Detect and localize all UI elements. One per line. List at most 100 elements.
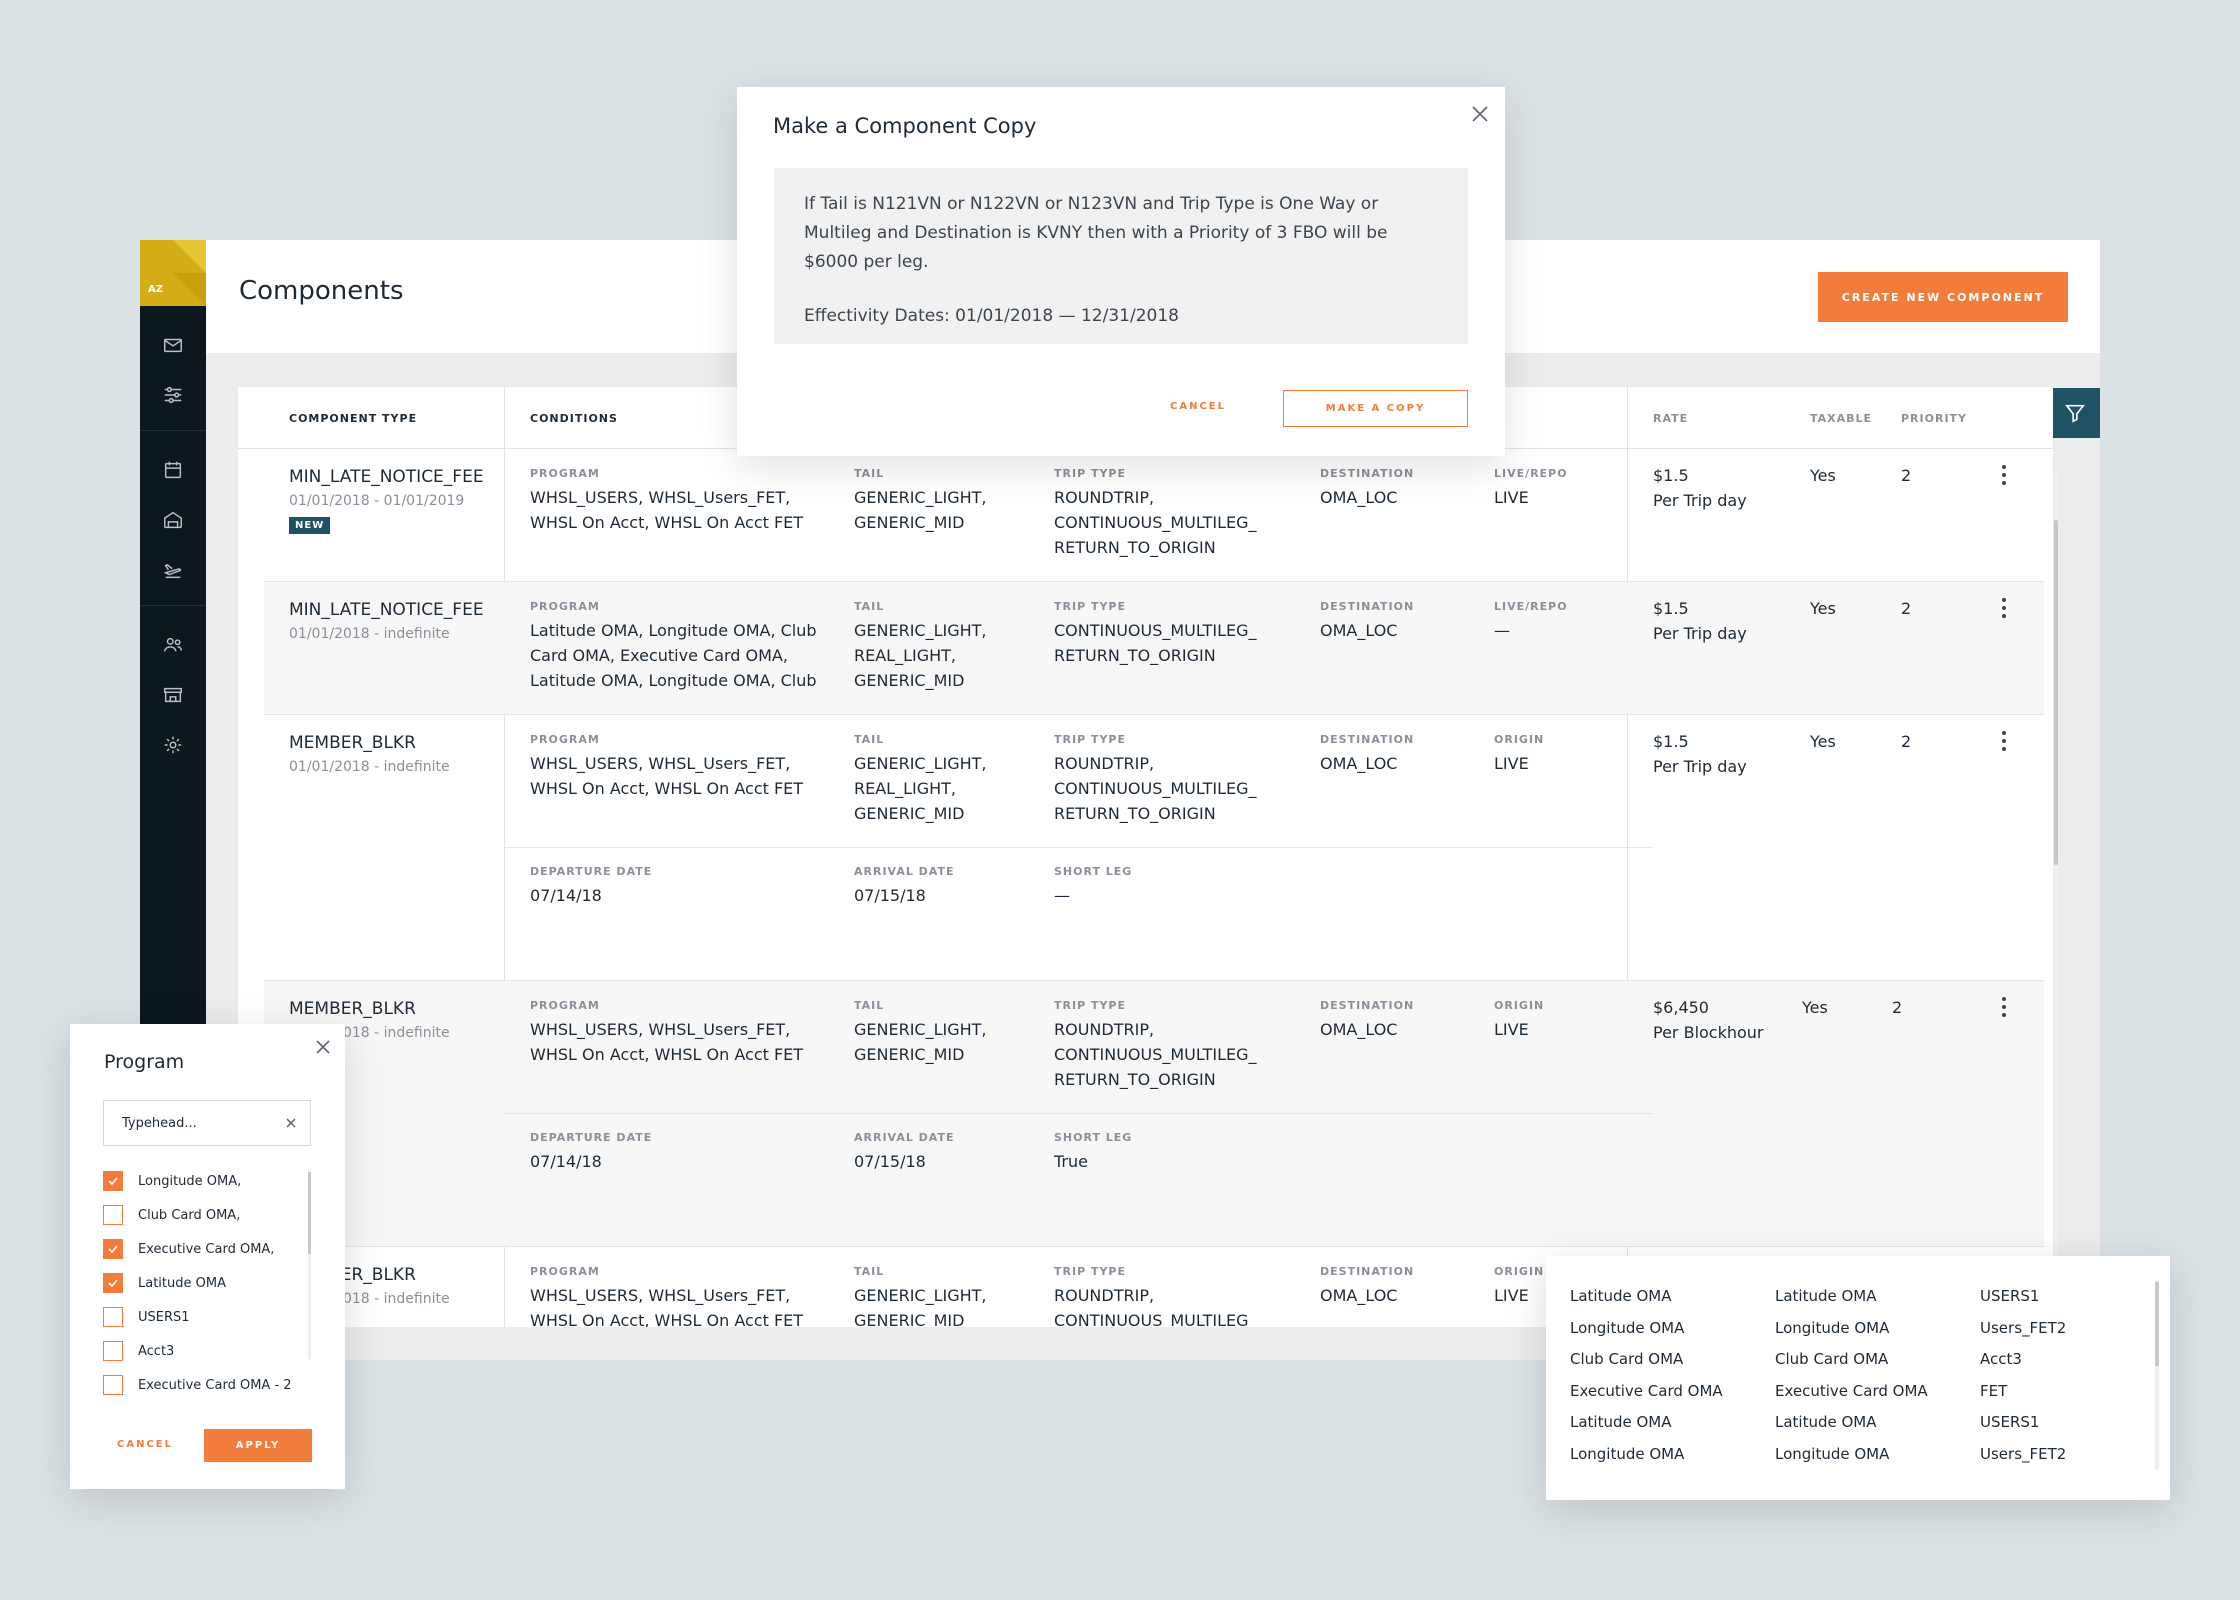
destination-value: OMA_LOC	[1320, 754, 1398, 773]
options-scrollbar-thumb[interactable]	[308, 1172, 311, 1254]
col-conditions[interactable]: CONDITIONS	[530, 411, 618, 425]
checkbox[interactable]	[103, 1307, 123, 1327]
short-leg-label: SHORT LEG	[1054, 1131, 1133, 1144]
clear-icon[interactable]	[282, 1114, 300, 1132]
program-list-column: Latitude OMA Longitude OMA Club Card OMA…	[1775, 1285, 1928, 1474]
logo[interactable]: AZ	[140, 240, 206, 306]
table-row[interactable]: MIN_LATE_NOTICE_FEE 01/01/2018 - 01/01/2…	[264, 449, 2044, 582]
checkbox-checked[interactable]	[103, 1273, 123, 1293]
origin-value: LIVE	[1494, 754, 1529, 773]
list-item: Longitude OMA	[1570, 1318, 1685, 1337]
option-label: Club Card OMA,	[138, 1207, 241, 1223]
destination-label: DESTINATION	[1320, 1265, 1415, 1278]
component-type: MIN_LATE_NOTICE_FEE	[289, 467, 484, 487]
option-label: Executive Card OMA,	[138, 1241, 275, 1257]
gear-icon[interactable]	[140, 720, 206, 770]
sidebar: AZ	[140, 240, 206, 1080]
program-option[interactable]: Latitude OMA	[103, 1266, 303, 1300]
checkbox-checked[interactable]	[103, 1171, 123, 1191]
origin-label: ORIGIN	[1494, 999, 1545, 1012]
live-repo-label: LIVE/REPO	[1494, 467, 1568, 480]
sliders-icon[interactable]	[140, 370, 206, 420]
filter-button[interactable]	[2050, 388, 2100, 438]
program-label: PROGRAM	[530, 733, 600, 746]
make-copy-button[interactable]: MAKE A COPY	[1283, 390, 1468, 427]
table-row[interactable]: MEMBER_BLKR 01/01/2018 - indefinite PROG…	[264, 981, 2044, 1247]
table-scrollbar-thumb[interactable]	[2054, 520, 2058, 865]
taxable-value: Yes	[1810, 732, 1836, 751]
departure-date-value: 07/14/18	[530, 886, 602, 905]
cancel-button[interactable]: CANCEL	[1153, 390, 1243, 422]
effectivity-dates: Effectivity Dates: 01/01/2018 — 12/31/20…	[804, 306, 1179, 326]
list-scrollbar-thumb[interactable]	[2155, 1282, 2159, 1366]
checkbox-checked[interactable]	[103, 1239, 123, 1259]
program-search-input[interactable]	[104, 1101, 274, 1145]
checkbox[interactable]	[103, 1375, 123, 1395]
trip-type-label: TRIP TYPE	[1054, 733, 1127, 746]
arrival-date-value: 07/15/18	[854, 886, 926, 905]
apply-button[interactable]: APPLY	[204, 1429, 312, 1462]
program-option[interactable]: Acct3	[103, 1334, 303, 1368]
more-options-icon[interactable]	[2002, 997, 2006, 1021]
more-options-icon[interactable]	[2002, 598, 2006, 622]
col-taxable[interactable]: TAXABLE	[1810, 411, 1873, 425]
calendar-icon[interactable]	[140, 445, 206, 495]
program-option[interactable]: USERS1	[103, 1300, 303, 1334]
component-type: MIN_LATE_NOTICE_FEE	[289, 600, 484, 620]
destination-label: DESTINATION	[1320, 733, 1415, 746]
list-item: FET	[1980, 1381, 2008, 1400]
rate-value: $1.5 Per Trip day	[1653, 599, 1747, 643]
component-type: MEMBER_BLKR	[289, 733, 416, 753]
table-row[interactable]: MEMBER_BLKR 01/01/2018 - indefinite PROG…	[264, 715, 2044, 981]
col-component-type[interactable]: COMPONENT TYPE	[289, 411, 418, 425]
more-options-icon[interactable]	[2002, 731, 2006, 755]
cancel-button[interactable]: CANCEL	[110, 1429, 180, 1459]
options-scrollbar[interactable]	[308, 1169, 311, 1359]
component-summary: If Tail is N121VN or N122VN or N123VN an…	[774, 168, 1468, 344]
list-item: Longitude OMA	[1775, 1318, 1890, 1337]
checkbox[interactable]	[103, 1341, 123, 1361]
table-row[interactable]: MIN_LATE_NOTICE_FEE 01/01/2018 - indefin…	[264, 582, 2044, 715]
create-new-component-button[interactable]: CREATE NEW COMPONENT	[1818, 272, 2068, 322]
plane-icon[interactable]	[140, 545, 206, 595]
sub-row-divider	[504, 847, 1653, 848]
program-option[interactable]: Executive Card OMA,	[103, 1232, 303, 1266]
users-icon[interactable]	[140, 620, 206, 670]
option-label: USERS1	[138, 1309, 190, 1325]
list-item: Latitude OMA	[1775, 1287, 1877, 1305]
program-label: PROGRAM	[530, 600, 600, 613]
col-rate[interactable]: RATE	[1653, 411, 1689, 425]
checkbox[interactable]	[103, 1205, 123, 1225]
program-value: WHSL_USERS, WHSL_Users_FET, WHSL On Acct…	[530, 1286, 804, 1327]
list-item: Latitude OMA	[1775, 1413, 1877, 1431]
tail-label: TAIL	[854, 467, 885, 480]
filter-title: Program	[104, 1051, 185, 1073]
list-item: Longitude OMA	[1775, 1444, 1890, 1463]
arrival-date-value: 07/15/18	[854, 1152, 926, 1171]
more-options-icon[interactable]	[2002, 465, 2006, 489]
mail-icon[interactable]	[140, 320, 206, 370]
close-icon[interactable]	[312, 1036, 334, 1058]
list-scrollbar[interactable]	[2155, 1280, 2159, 1470]
program-value: WHSL_USERS, WHSL_Users_FET, WHSL On Acct…	[530, 1020, 804, 1064]
table-scrollbar[interactable]	[2054, 473, 2058, 1293]
sub-row-divider	[504, 1113, 1653, 1114]
destination-value: OMA_LOC	[1320, 488, 1398, 507]
destination-label: DESTINATION	[1320, 467, 1415, 480]
store-icon[interactable]	[140, 670, 206, 720]
program-option[interactable]: Longitude OMA,	[103, 1164, 303, 1198]
program-option[interactable]: Club Card OMA,	[103, 1198, 303, 1232]
close-icon[interactable]	[1467, 101, 1493, 127]
program-list-popover: Latitude OMA Longitude OMA Club Card OMA…	[1546, 1256, 2170, 1500]
tail-value: GENERIC_LIGHT, GENERIC_MID	[854, 1286, 987, 1327]
hangar-icon[interactable]	[140, 495, 206, 545]
date-range: 01/01/2018 - indefinite	[289, 626, 450, 642]
destination-label: DESTINATION	[1320, 600, 1415, 613]
components-table: COMPONENT TYPE CONDITIONS RATE TAXABLE P…	[238, 387, 2053, 1327]
program-option[interactable]: Executive Card OMA - 2	[103, 1368, 303, 1402]
origin-value: LIVE	[1494, 1286, 1529, 1305]
col-priority[interactable]: PRIORITY	[1901, 411, 1968, 425]
list-item: Executive Card OMA	[1570, 1381, 1723, 1400]
program-label: PROGRAM	[530, 467, 600, 480]
destination-value: OMA_LOC	[1320, 1286, 1398, 1305]
